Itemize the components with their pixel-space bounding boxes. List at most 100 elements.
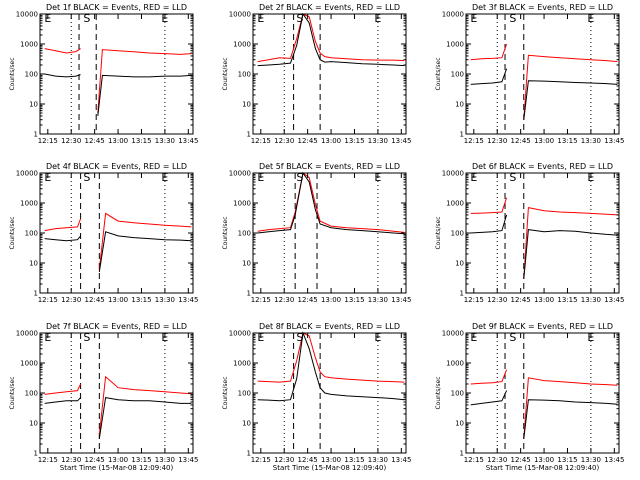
lld-series-line: [470, 43, 618, 120]
y-tick-label: 10: [455, 420, 464, 428]
y-tick-label: 100: [238, 230, 251, 238]
y-axis-label: Counts/sec: [435, 216, 442, 249]
lld-series-line: [257, 172, 405, 233]
event-marker-label: E: [470, 171, 477, 184]
x-tick-label: 13:30: [368, 296, 388, 304]
event-marker-label: E: [257, 331, 264, 344]
x-tick-label: 12:45: [298, 296, 318, 304]
x-tick-label: 13:00: [108, 456, 128, 464]
x-tick-label: 12:45: [511, 137, 531, 145]
y-tick-label: 1: [460, 290, 464, 298]
panel-det-8: Det 8f BLACK = Events, RED = LLD 1 10 100 10…: [222, 322, 411, 472]
x-tick-label: 12:30: [61, 296, 81, 304]
y-tick-label: 10000: [229, 11, 251, 19]
plot-frame: [465, 13, 620, 135]
lld-series-line: [257, 13, 405, 63]
plot-frame: [39, 332, 194, 454]
y-tick-label: 100: [238, 71, 251, 79]
x-tick-label: 13:30: [581, 456, 601, 464]
y-tick-label: 1000: [233, 360, 251, 368]
x-tick-label: 12:45: [85, 137, 105, 145]
lld-series-line: [44, 48, 192, 114]
y-tick-label: 100: [25, 390, 38, 398]
x-tick-label: 13:15: [344, 456, 364, 464]
panel-title: Det 1f BLACK = Events, RED = LLD: [46, 3, 187, 12]
x-tick-label: 13:45: [391, 456, 411, 464]
plot-frame: [252, 13, 407, 135]
y-tick-label: 10: [29, 420, 38, 428]
x-tick-label: 13:15: [344, 137, 364, 145]
x-tick-label: 12:30: [274, 296, 294, 304]
event-marker-label: E: [587, 12, 594, 25]
y-axis-label: Counts/sec: [222, 57, 229, 90]
y-tick-label: 1: [460, 450, 464, 458]
event-marker-label: S: [83, 331, 90, 344]
x-tick-label: 12:30: [487, 296, 507, 304]
event-marker-label: S: [296, 12, 303, 25]
y-tick-label: 10: [242, 260, 251, 268]
x-tick-label: 12:15: [251, 137, 271, 145]
y-tick-label: 10: [455, 101, 464, 109]
panel-title: Det 4f BLACK = Events, RED = LLD: [46, 162, 187, 171]
x-tick-label: 13:45: [178, 296, 198, 304]
x-tick-label: 12:15: [38, 137, 58, 145]
panel-title: Det 3f BLACK = Events, RED = LLD: [472, 3, 613, 12]
y-tick-label: 1000: [20, 360, 38, 368]
panel-title: Det 6f BLACK = Events, RED = LLD: [472, 162, 613, 171]
y-tick-label: 10: [455, 260, 464, 268]
y-axis-label: Counts/sec: [9, 57, 16, 90]
y-tick-label: 10000: [229, 170, 251, 178]
panel-det-4: Det 4f BLACK = Events, RED = LLD 1 10 100 10…: [9, 162, 198, 304]
x-axis-label: Start Time (15-Mar-08 12:09:40): [273, 464, 387, 472]
x-tick-label: 12:15: [464, 296, 484, 304]
event-marker-label: S: [296, 331, 303, 344]
y-tick-label: 10000: [229, 330, 251, 338]
x-tick-label: 12:30: [61, 456, 81, 464]
panel-det-5: Det 5f BLACK = Events, RED = LLD 1 10 100 10…: [222, 162, 411, 304]
x-tick-label: 12:30: [274, 456, 294, 464]
event-marker-label: E: [587, 331, 594, 344]
y-axis-label: Counts/sec: [9, 216, 16, 249]
y-tick-label: 10000: [442, 330, 464, 338]
x-tick-label: 13:00: [321, 456, 341, 464]
x-tick-label: 13:45: [178, 456, 198, 464]
x-tick-label: 12:15: [251, 296, 271, 304]
y-tick-label: 10000: [442, 170, 464, 178]
x-tick-label: 12:45: [85, 456, 105, 464]
y-axis-label: Counts/sec: [435, 376, 442, 409]
panel-det-3: Det 3f BLACK = Events, RED = LLD 1 10 100 10…: [435, 3, 624, 145]
y-tick-label: 100: [25, 71, 38, 79]
y-tick-label: 10: [29, 260, 38, 268]
x-tick-label: 13:15: [131, 456, 151, 464]
event-marker-label: S: [296, 171, 303, 184]
x-axis-label: Start Time (15-Mar-08 12:09:40): [486, 464, 600, 472]
x-tick-label: 13:45: [604, 296, 624, 304]
y-tick-label: 100: [451, 230, 464, 238]
x-tick-label: 12:45: [511, 456, 531, 464]
x-tick-label: 13:30: [155, 137, 175, 145]
event-marker-label: E: [161, 12, 168, 25]
y-tick-label: 100: [451, 390, 464, 398]
x-tick-label: 13:30: [581, 296, 601, 304]
event-marker-label: E: [161, 171, 168, 184]
x-tick-label: 13:30: [155, 456, 175, 464]
event-marker-label: E: [470, 12, 477, 25]
x-tick-label: 13:00: [321, 137, 341, 145]
y-tick-label: 1: [247, 450, 251, 458]
y-tick-label: 1: [34, 290, 38, 298]
x-tick-label: 13:00: [534, 296, 554, 304]
x-tick-label: 13:30: [368, 137, 388, 145]
y-tick-label: 1000: [20, 41, 38, 49]
y-tick-label: 1: [247, 290, 251, 298]
event-marker-label: E: [374, 12, 381, 25]
y-tick-label: 10: [242, 420, 251, 428]
x-tick-label: 13:15: [131, 296, 151, 304]
y-tick-label: 1000: [20, 200, 38, 208]
y-tick-label: 100: [25, 230, 38, 238]
x-tick-label: 12:30: [487, 456, 507, 464]
x-tick-label: 12:45: [85, 296, 105, 304]
x-tick-label: 13:30: [581, 137, 601, 145]
y-axis-label: Counts/sec: [222, 376, 229, 409]
events-series-line: [470, 214, 618, 279]
